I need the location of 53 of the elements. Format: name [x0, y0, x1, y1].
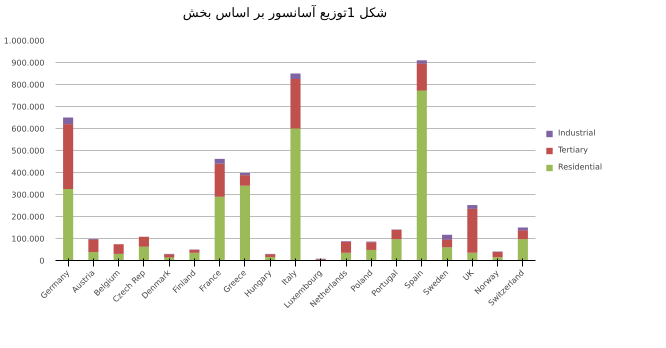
bar: [492, 252, 503, 258]
y-tick-label: 400.000: [11, 168, 45, 178]
y-tick-label: 200.000: [11, 212, 45, 222]
legend-label: Industrial: [558, 128, 596, 138]
bar: [290, 74, 301, 79]
bar: [88, 240, 98, 252]
bar: [240, 175, 250, 186]
bar: [442, 247, 452, 260]
bar: [442, 240, 452, 248]
bar: [63, 118, 74, 124]
bar: [214, 196, 225, 260]
bar: [214, 164, 225, 197]
bar: [240, 172, 250, 176]
bar: [518, 239, 528, 260]
bar: [518, 228, 528, 230]
bar: [214, 158, 225, 164]
bar: [138, 236, 149, 247]
bar: [63, 189, 74, 260]
bar: [366, 250, 376, 260]
bar: [392, 230, 402, 240]
bar: [164, 254, 174, 258]
bar: [88, 252, 98, 260]
bar: [467, 208, 478, 253]
bar: [518, 230, 528, 240]
bar: [416, 90, 427, 260]
bar: [442, 234, 452, 240]
y-tick-label: 0: [39, 256, 45, 266]
bar: [340, 242, 352, 253]
bar: [189, 250, 200, 253]
bar: [290, 128, 301, 260]
y-tick-label: 700.000: [11, 102, 45, 112]
y-tick-label: 600.000: [11, 124, 45, 134]
bar: [265, 254, 276, 257]
bar: [366, 242, 376, 250]
bar: [416, 64, 427, 90]
bar: [467, 205, 478, 209]
bar: [392, 239, 402, 260]
bar: [138, 246, 149, 260]
y-tick-label: 1.000.000: [4, 36, 45, 46]
y-tick-label: 300.000: [11, 190, 45, 200]
bar: [63, 124, 74, 189]
bar: [416, 60, 427, 64]
y-tick-label: 100.000: [11, 234, 45, 244]
legend-label: Residential: [558, 162, 602, 172]
y-tick-label: 900.000: [11, 58, 45, 68]
bar: [240, 186, 250, 260]
bar: [114, 244, 124, 254]
chart-title: شکل 1توزیع آسانسور بر اساس بخش: [182, 5, 388, 23]
x-tick-label: UK: [461, 268, 476, 283]
y-tick-label: 800.000: [11, 80, 45, 90]
y-tick-label: 500.000: [11, 146, 45, 156]
bar: [290, 79, 301, 128]
legend-label: Tertiary: [558, 146, 588, 154]
